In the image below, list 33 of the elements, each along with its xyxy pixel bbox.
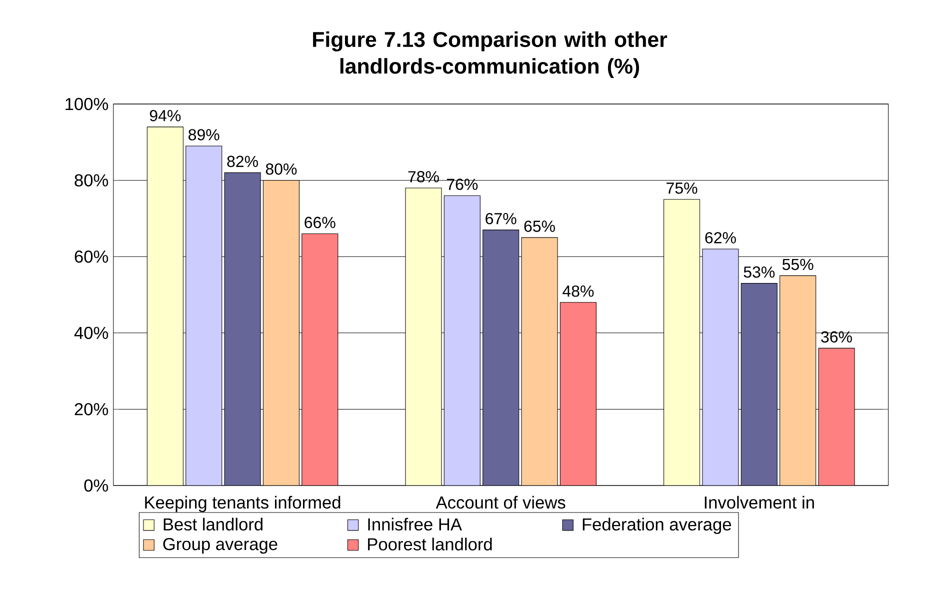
data-label: 78% [408, 171, 439, 183]
data-label: 55% [782, 259, 814, 270]
legend-label: Poorest landlord [368, 538, 492, 551]
data-label: 67% [486, 213, 516, 225]
y-tick-label: 100% [66, 98, 108, 110]
legend-label: Group average [163, 538, 278, 554]
bar [702, 248, 739, 486]
data-label: 80% [266, 164, 297, 175]
data-label: 62% [705, 232, 736, 244]
data-label: 76% [446, 178, 478, 190]
bar [444, 196, 480, 486]
data-label: 48% [562, 286, 594, 298]
y-tick-label: 0% [84, 480, 108, 492]
x-tick-label: Keeping tenants informed [145, 496, 340, 512]
data-label: 53% [744, 266, 775, 278]
bar [186, 146, 222, 486]
data-label: 65% [524, 220, 555, 232]
legend-label: Innisfree HA [368, 518, 462, 531]
data-label: 36% [821, 331, 852, 343]
data-label: 94% [150, 110, 181, 122]
x-tick-label: Account of views [436, 496, 566, 509]
y-tick-label: 20% [74, 403, 108, 416]
data-label: 89% [188, 129, 220, 141]
legend-label: Federation average [582, 518, 732, 534]
data-label: 82% [227, 156, 258, 168]
y-tick-label: 60% [74, 250, 108, 263]
y-tick-label: 80% [74, 174, 108, 187]
data-label: 66% [304, 217, 336, 228]
y-tick-label: 40% [74, 326, 108, 340]
data-label: 75% [666, 182, 698, 194]
legend-label: Best landlord [164, 518, 262, 531]
x-tick-label: Involvement in [704, 496, 814, 509]
chart-title: Figure 7.13 Comparison with other landlords-communication (%) [313, 32, 668, 78]
